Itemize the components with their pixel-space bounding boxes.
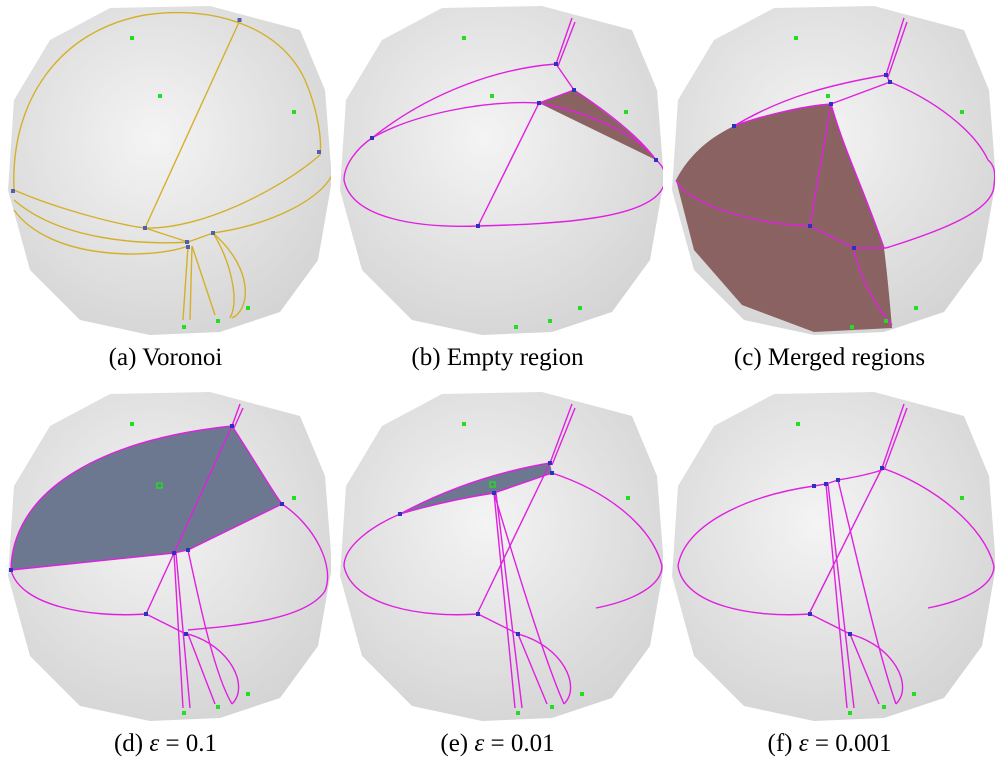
panel-a: (a) Voronoi [0, 0, 331, 386]
caption-a: (a) Voronoi [108, 344, 223, 371]
voronoi-vertices [11, 18, 321, 249]
panel-f: (f) ε = 0.001 [664, 386, 995, 772]
sphere-diagram-f [672, 392, 995, 721]
panel-b: (b) Empty region [332, 0, 663, 386]
caption-e: (e) ε = 0.01 [440, 730, 555, 757]
sphere [340, 392, 663, 721]
sites [796, 422, 964, 715]
panel-e: (e) ε = 0.01 [332, 386, 663, 772]
sphere-diagram-c [672, 6, 995, 335]
vertices [398, 461, 554, 636]
merged-region [676, 104, 892, 332]
sites [462, 36, 628, 329]
sphere [672, 392, 995, 721]
empty-region [539, 90, 656, 160]
site-highlighted [489, 481, 496, 488]
sphere-diagram-e [340, 392, 663, 721]
boundary-edges [677, 403, 995, 709]
vertices [732, 73, 892, 250]
sphere [340, 6, 663, 335]
sites [462, 422, 630, 715]
panel-c: (c) Merged regions [664, 0, 995, 386]
panel-d: (d) ε = 0.1 [0, 386, 331, 772]
sites [130, 422, 296, 715]
sphere [8, 6, 331, 335]
sphere-diagram-a [8, 6, 331, 335]
voronoi-edges [13, 11, 331, 321]
sphere-diagram-b [340, 6, 663, 335]
boundary-edges [343, 17, 663, 227]
boundary-edges [675, 17, 995, 326]
boundary-edges [10, 403, 329, 709]
sites [130, 36, 296, 329]
caption-d: (d) ε = 0.1 [113, 730, 218, 757]
epsilon-region [400, 463, 552, 514]
caption-c: (c) Merged regions [733, 344, 926, 371]
vertices [370, 62, 658, 228]
site-highlighted [156, 482, 163, 489]
caption-f: (f) ε = 0.001 [767, 730, 892, 757]
boundary-edges [343, 403, 663, 709]
caption-b: (b) Empty region [411, 344, 584, 371]
sphere-diagram-d [8, 392, 331, 721]
vertices [9, 424, 284, 636]
sites [794, 36, 964, 329]
epsilon-region [11, 426, 282, 570]
vertices [808, 466, 884, 636]
